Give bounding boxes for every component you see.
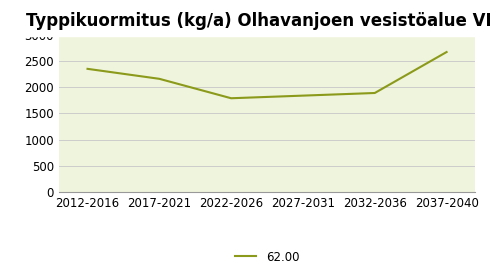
Title: Typpikuormitus (kg/a) Olhavanjoen vesistöalue VE2: Typpikuormitus (kg/a) Olhavanjoen vesist… bbox=[26, 12, 490, 30]
Legend: 62.00: 62.00 bbox=[230, 246, 304, 267]
